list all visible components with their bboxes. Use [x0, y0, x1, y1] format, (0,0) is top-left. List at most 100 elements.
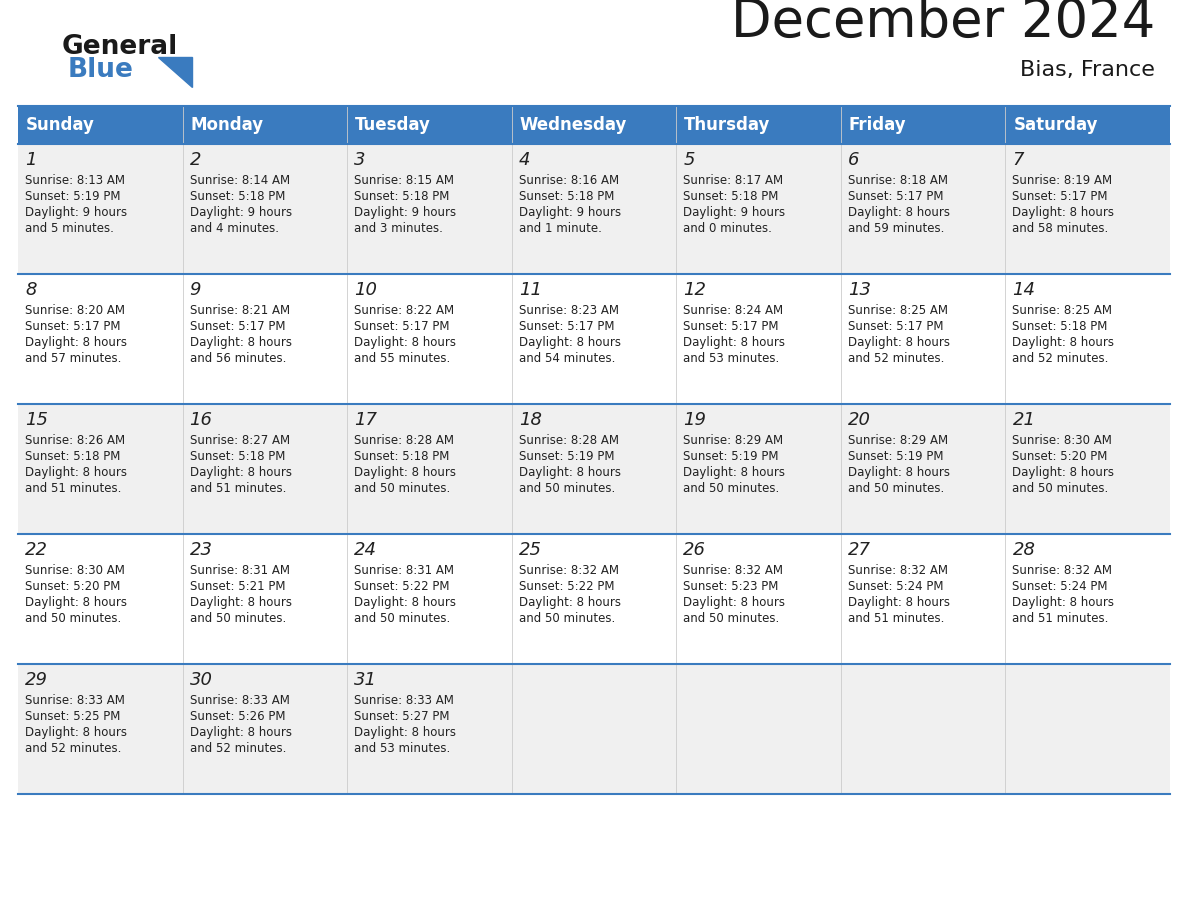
Text: 30: 30	[190, 671, 213, 689]
Text: Blue: Blue	[68, 57, 134, 83]
Text: Sunrise: 8:17 AM: Sunrise: 8:17 AM	[683, 174, 783, 187]
Text: Sunset: 5:18 PM: Sunset: 5:18 PM	[1012, 320, 1107, 333]
Bar	[18, 404, 1170, 534]
Text: Sunset: 5:18 PM: Sunset: 5:18 PM	[354, 450, 449, 463]
Text: Wednesday: Wednesday	[519, 116, 627, 134]
Text: Sunset: 5:19 PM: Sunset: 5:19 PM	[519, 450, 614, 463]
Text: Sunrise: 8:31 AM: Sunrise: 8:31 AM	[190, 564, 290, 577]
Text: Saturday: Saturday	[1013, 116, 1098, 134]
Text: 21: 21	[1012, 411, 1036, 429]
Text: Sunset: 5:17 PM: Sunset: 5:17 PM	[848, 190, 943, 203]
Text: and 52 minutes.: and 52 minutes.	[1012, 352, 1108, 365]
Text: Sunrise: 8:26 AM: Sunrise: 8:26 AM	[25, 434, 125, 447]
Text: Sunset: 5:17 PM: Sunset: 5:17 PM	[25, 320, 120, 333]
Text: Sunset: 5:21 PM: Sunset: 5:21 PM	[190, 580, 285, 593]
Text: Daylight: 8 hours: Daylight: 8 hours	[1012, 206, 1114, 219]
Polygon shape	[158, 57, 192, 87]
Text: Sunset: 5:17 PM: Sunset: 5:17 PM	[190, 320, 285, 333]
Text: 11: 11	[519, 281, 542, 299]
Text: 25: 25	[519, 541, 542, 559]
Text: Daylight: 8 hours: Daylight: 8 hours	[25, 726, 127, 739]
Text: Daylight: 9 hours: Daylight: 9 hours	[190, 206, 292, 219]
Text: and 0 minutes.: and 0 minutes.	[683, 222, 772, 235]
Text: 20: 20	[848, 411, 871, 429]
Text: 14: 14	[1012, 281, 1036, 299]
Bar	[18, 274, 1170, 404]
Text: 22: 22	[25, 541, 48, 559]
Text: Daylight: 8 hours: Daylight: 8 hours	[25, 466, 127, 479]
Text: Sunset: 5:24 PM: Sunset: 5:24 PM	[848, 580, 943, 593]
Text: 3: 3	[354, 151, 366, 169]
Text: 24: 24	[354, 541, 377, 559]
Text: Sunrise: 8:25 AM: Sunrise: 8:25 AM	[1012, 304, 1112, 317]
Text: 5: 5	[683, 151, 695, 169]
Text: and 52 minutes.: and 52 minutes.	[848, 352, 944, 365]
Text: and 50 minutes.: and 50 minutes.	[1012, 482, 1108, 495]
Text: Daylight: 8 hours: Daylight: 8 hours	[1012, 466, 1114, 479]
Text: Sunset: 5:18 PM: Sunset: 5:18 PM	[519, 190, 614, 203]
Text: Sunrise: 8:30 AM: Sunrise: 8:30 AM	[1012, 434, 1112, 447]
Text: Sunset: 5:19 PM: Sunset: 5:19 PM	[848, 450, 943, 463]
Text: Daylight: 8 hours: Daylight: 8 hours	[848, 336, 950, 349]
Text: and 50 minutes.: and 50 minutes.	[683, 612, 779, 625]
Text: 16: 16	[190, 411, 213, 429]
Text: Daylight: 8 hours: Daylight: 8 hours	[190, 596, 291, 609]
Text: Sunrise: 8:29 AM: Sunrise: 8:29 AM	[683, 434, 783, 447]
Text: Sunrise: 8:16 AM: Sunrise: 8:16 AM	[519, 174, 619, 187]
Text: Daylight: 8 hours: Daylight: 8 hours	[683, 596, 785, 609]
Text: Daylight: 8 hours: Daylight: 8 hours	[354, 596, 456, 609]
Text: and 59 minutes.: and 59 minutes.	[848, 222, 944, 235]
Text: 19: 19	[683, 411, 707, 429]
Text: Sunset: 5:19 PM: Sunset: 5:19 PM	[25, 190, 120, 203]
Text: Sunset: 5:17 PM: Sunset: 5:17 PM	[683, 320, 779, 333]
Text: and 5 minutes.: and 5 minutes.	[25, 222, 114, 235]
Text: and 50 minutes.: and 50 minutes.	[25, 612, 121, 625]
Text: 10: 10	[354, 281, 377, 299]
Text: and 50 minutes.: and 50 minutes.	[519, 482, 615, 495]
Text: Sunset: 5:18 PM: Sunset: 5:18 PM	[190, 450, 285, 463]
Text: Sunrise: 8:21 AM: Sunrise: 8:21 AM	[190, 304, 290, 317]
Text: Thursday: Thursday	[684, 116, 771, 134]
Text: and 51 minutes.: and 51 minutes.	[190, 482, 286, 495]
Text: Sunset: 5:24 PM: Sunset: 5:24 PM	[1012, 580, 1108, 593]
Text: Sunrise: 8:27 AM: Sunrise: 8:27 AM	[190, 434, 290, 447]
Text: Daylight: 8 hours: Daylight: 8 hours	[1012, 596, 1114, 609]
Text: and 58 minutes.: and 58 minutes.	[1012, 222, 1108, 235]
Text: and 53 minutes.: and 53 minutes.	[683, 352, 779, 365]
Text: 28: 28	[1012, 541, 1036, 559]
Text: Daylight: 8 hours: Daylight: 8 hours	[1012, 336, 1114, 349]
Text: Sunrise: 8:31 AM: Sunrise: 8:31 AM	[354, 564, 454, 577]
Text: 26: 26	[683, 541, 707, 559]
Text: and 50 minutes.: and 50 minutes.	[848, 482, 944, 495]
Text: 8: 8	[25, 281, 37, 299]
Text: Sunrise: 8:32 AM: Sunrise: 8:32 AM	[519, 564, 619, 577]
Text: and 50 minutes.: and 50 minutes.	[190, 612, 286, 625]
Text: 18: 18	[519, 411, 542, 429]
Text: Daylight: 8 hours: Daylight: 8 hours	[848, 466, 950, 479]
Text: 2: 2	[190, 151, 201, 169]
Text: and 52 minutes.: and 52 minutes.	[25, 742, 121, 755]
Text: Friday: Friday	[849, 116, 906, 134]
Text: Sunset: 5:27 PM: Sunset: 5:27 PM	[354, 710, 449, 723]
Text: Sunset: 5:19 PM: Sunset: 5:19 PM	[683, 450, 779, 463]
Text: Monday: Monday	[190, 116, 264, 134]
Text: Sunrise: 8:24 AM: Sunrise: 8:24 AM	[683, 304, 783, 317]
Text: Daylight: 9 hours: Daylight: 9 hours	[354, 206, 456, 219]
Text: and 56 minutes.: and 56 minutes.	[190, 352, 286, 365]
Text: and 54 minutes.: and 54 minutes.	[519, 352, 615, 365]
Text: Daylight: 8 hours: Daylight: 8 hours	[519, 336, 620, 349]
Text: Sunset: 5:17 PM: Sunset: 5:17 PM	[354, 320, 449, 333]
Bar	[18, 664, 1170, 794]
Text: Tuesday: Tuesday	[355, 116, 431, 134]
Text: Daylight: 8 hours: Daylight: 8 hours	[848, 596, 950, 609]
Text: Sunrise: 8:15 AM: Sunrise: 8:15 AM	[354, 174, 454, 187]
Text: and 50 minutes.: and 50 minutes.	[354, 482, 450, 495]
Text: Sunrise: 8:28 AM: Sunrise: 8:28 AM	[519, 434, 619, 447]
Text: Sunrise: 8:33 AM: Sunrise: 8:33 AM	[25, 694, 125, 707]
Text: Sunset: 5:25 PM: Sunset: 5:25 PM	[25, 710, 120, 723]
Text: Sunset: 5:22 PM: Sunset: 5:22 PM	[519, 580, 614, 593]
Text: 9: 9	[190, 281, 201, 299]
Text: Sunset: 5:18 PM: Sunset: 5:18 PM	[683, 190, 778, 203]
Text: Daylight: 9 hours: Daylight: 9 hours	[519, 206, 621, 219]
Text: Sunset: 5:18 PM: Sunset: 5:18 PM	[354, 190, 449, 203]
